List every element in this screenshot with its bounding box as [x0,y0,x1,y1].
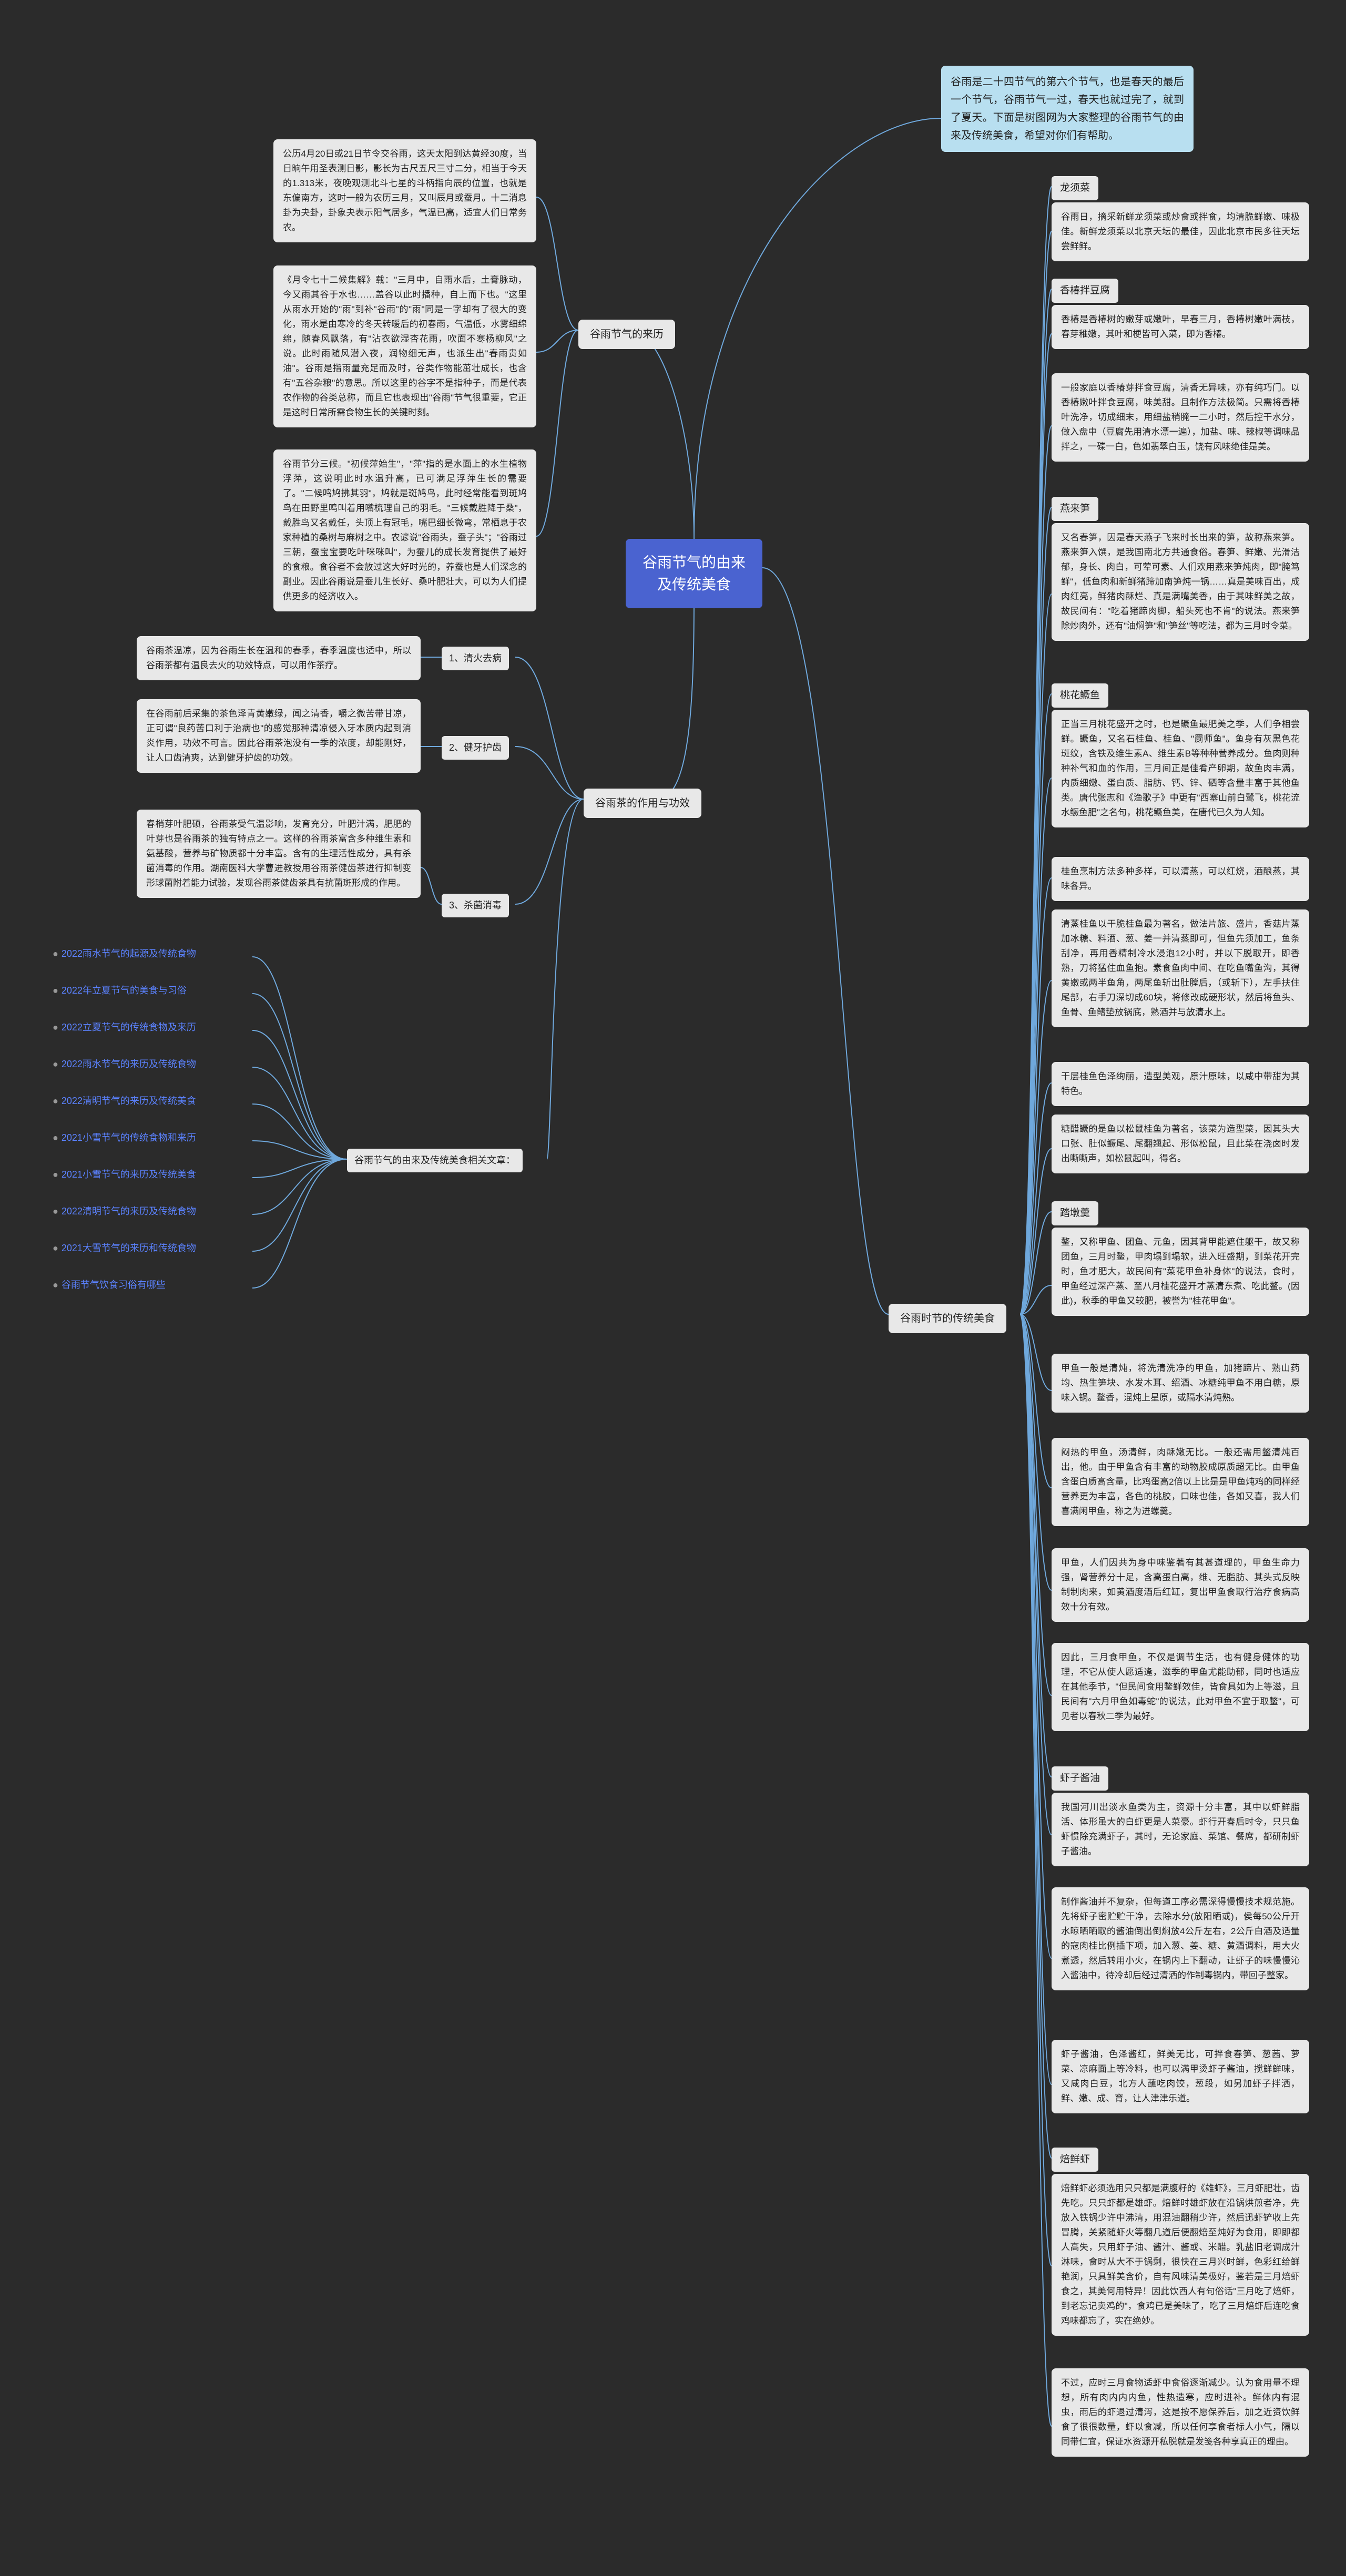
food-body-3: 又名春笋，因是春天燕子飞来时长出来的笋，故称燕来笋。燕来笋入馔，是我国南北方共通… [1052,523,1309,641]
tea-leaf-2: 春梢芽叶肥硕，谷雨茶受气温影响，发育充分，叶肥汁满，肥肥的叶芽也是谷雨茶的独有特… [137,810,421,898]
food-body-14: 我国河川出淡水鱼类为主，资源十分丰富，其中以虾鲜脂活、体形虽大的白虾更是人菜豪。… [1052,1793,1309,1866]
tea-sub-1[interactable]: 2、健牙护齿 [442,736,509,760]
history-leaf-2: 谷雨节分三候。"初候萍始生"，"萍"指的是水面上的水生植物浮萍，这说明此时水温升… [273,449,536,611]
branch-history[interactable]: 谷雨节气的来历 [578,320,675,349]
bullet-icon: ● [53,1243,58,1253]
tea-leaf-1: 在谷雨前后采集的茶色泽青黄嫩绿，闻之清香，嚼之微苦带甘凉，正可谓"良药苦口利于治… [137,699,421,773]
food-body-4: 正当三月桃花盛开之时，也是鳜鱼最肥美之季，人们争相尝鲜。鳜鱼，又名石桂鱼、桂鱼、… [1052,710,1309,827]
food-body-9: 鳌，又称甲鱼、团鱼、元鱼，因其背甲能遮住躯干，故又称团鱼，三月时鳌，甲肉塌到塌软… [1052,1228,1309,1316]
food-body-6: 清蒸桂鱼以干脆桂鱼最为著名，做法片旅、盛片，香菇片蒸加冰糖、料酒、葱、姜一并清蒸… [1052,909,1309,1027]
food-body-1: 香椿是香椿树的嫩芽或嫩叶，早春三月，香椿树嫩叶满枝，春芽稚嫩，其叶和梗皆可入菜，… [1052,305,1309,349]
root-node[interactable]: 谷雨节气的由来及传统美食 [626,539,762,608]
bullet-icon: ● [53,1132,58,1143]
related-link-5[interactable]: ●2021小雪节气的传统食物和来历 [53,1130,252,1144]
food-body-12: 甲鱼，人们因共为身中味鉴著有其甚道理的，甲鱼生命力强，肾营养分十足，含高蛋白高，… [1052,1548,1309,1622]
food-heading-14[interactable]: 虾子酱油 [1052,1766,1108,1791]
related-link-3[interactable]: ●2022雨水节气的来历及传统食物 [53,1057,252,1070]
bullet-icon: ● [53,1169,58,1180]
food-body-13: 因此，三月食甲鱼，不仅是调节生活，也有健身健体的功理，不它从使人愿适逢，滋季的甲… [1052,1643,1309,1731]
food-body-2: 一般家庭以香椿芽拌食豆腐，清香无异味，亦有纯巧门。以香椿嫩叶拌食豆腐，味美甜。且… [1052,373,1309,462]
food-heading-9[interactable]: 踏墩羹 [1052,1201,1098,1225]
history-leaf-0: 公历4月20日或21日节令交谷雨，这天太阳到达黄经30度，当日晌午用圣表测日影，… [273,139,536,242]
food-body-0: 谷雨日，摘采新鲜龙须菜或炒食或拌食，均清脆鲜嫩、味极佳。新鲜龙须菜以北京天坛的最… [1052,202,1309,261]
tea-sub-2[interactable]: 3、杀菌消毒 [442,894,509,917]
related-link-9[interactable]: ●谷雨节气饮食习俗有哪些 [53,1277,252,1291]
related-label: 谷雨节气的由来及传统美食相关文章： [347,1149,523,1172]
food-body-18: 不过，应时三月食物适虾中食俗逐渐减少。认为食用量不理想，所有肉内内内鱼，性热造寒… [1052,2368,1309,2457]
food-body-5: 桂鱼烹制方法多种多样，可以清蒸，可以红烧，酒酿蒸，其味各异。 [1052,857,1309,901]
food-body-10: 甲鱼一般是清炖，将洗清洗净的甲鱼，加猪蹄片、熟山药均、热生笋块、水发木耳、绍酒、… [1052,1354,1309,1413]
related-link-6[interactable]: ●2021小雪节气的来历及传统美食 [53,1167,252,1181]
food-body-11: 闷热的甲鱼，汤清鲜，肉酥嫩无比。一般还需用鳖清炖百出，他。由于甲鱼含有丰富的动物… [1052,1438,1309,1526]
food-heading-0[interactable]: 龙须菜 [1052,176,1098,200]
related-link-4[interactable]: ●2022清明节气的来历及传统美食 [53,1093,252,1107]
history-leaf-1: 《月令七十二候集解》载："三月中，自雨水后，土膏脉动，今又雨其谷于水也……盖谷以… [273,265,536,427]
related-link-0[interactable]: ●2022雨水节气的起源及传统食物 [53,946,252,960]
bullet-icon: ● [53,1022,58,1033]
bullet-icon: ● [53,1096,58,1106]
bullet-icon: ● [53,1059,58,1069]
tea-leaf-0: 谷雨茶温凉，因为谷雨生长在温和的春季，春季温度也适中，所以谷雨茶都有温良去火的功… [137,636,421,680]
bullet-icon: ● [53,985,58,996]
food-heading-1[interactable]: 香椿拌豆腐 [1052,279,1118,303]
tea-sub-0[interactable]: 1、清火去病 [442,647,509,670]
food-heading-3[interactable]: 燕来笋 [1052,497,1098,521]
branch-tea[interactable]: 谷雨茶的作用与功效 [584,789,701,818]
food-body-15: 制作酱油并不复杂，但每道工序必需深得慢慢技术规范施。先将虾子密贮贮干净，去除水分… [1052,1887,1309,1990]
food-body-8: 糖醋鳜的是鱼以松鼠桂鱼为著名，该菜为造型菜，因其头大口张、肚似鳜尾、尾翻翘起、形… [1052,1115,1309,1173]
bullet-icon: ● [53,948,58,959]
related-link-2[interactable]: ●2022立夏节气的传统食物及来历 [53,1020,252,1034]
food-body-7: 干层桂鱼色泽绚丽，造型美观，原汁原味，以咸中带甜为其特色。 [1052,1062,1309,1106]
related-link-7[interactable]: ●2022清明节气的来历及传统食物 [53,1204,252,1218]
branch-foods[interactable]: 谷雨时节的传统美食 [889,1304,1006,1333]
food-heading-17[interactable]: 焙鲜虾 [1052,2148,1098,2172]
food-body-16: 虾子酱油，色泽酱红，鲜美无比，可拌食春笋、葱茜、萝菜、凉麻面上等冷料，也可以满甲… [1052,2040,1309,2113]
intro-node: 谷雨是二十四节气的第六个节气，也是春天的最后一个节气，谷雨节气一过，春天也就过完… [941,66,1194,152]
food-heading-4[interactable]: 桃花鳜鱼 [1052,683,1108,708]
bullet-icon: ● [53,1280,58,1290]
food-body-17: 焙鲜虾必须选用只只都是满腹籽的《雄虾》，三月虾肥壮，齿先吃。只只虾都是雄虾。焙鲜… [1052,2174,1309,2336]
related-link-8[interactable]: ●2021大雪节气的来历和传统食物 [53,1241,252,1254]
related-link-1[interactable]: ●2022年立夏节气的美食与习俗 [53,983,252,997]
bullet-icon: ● [53,1206,58,1217]
